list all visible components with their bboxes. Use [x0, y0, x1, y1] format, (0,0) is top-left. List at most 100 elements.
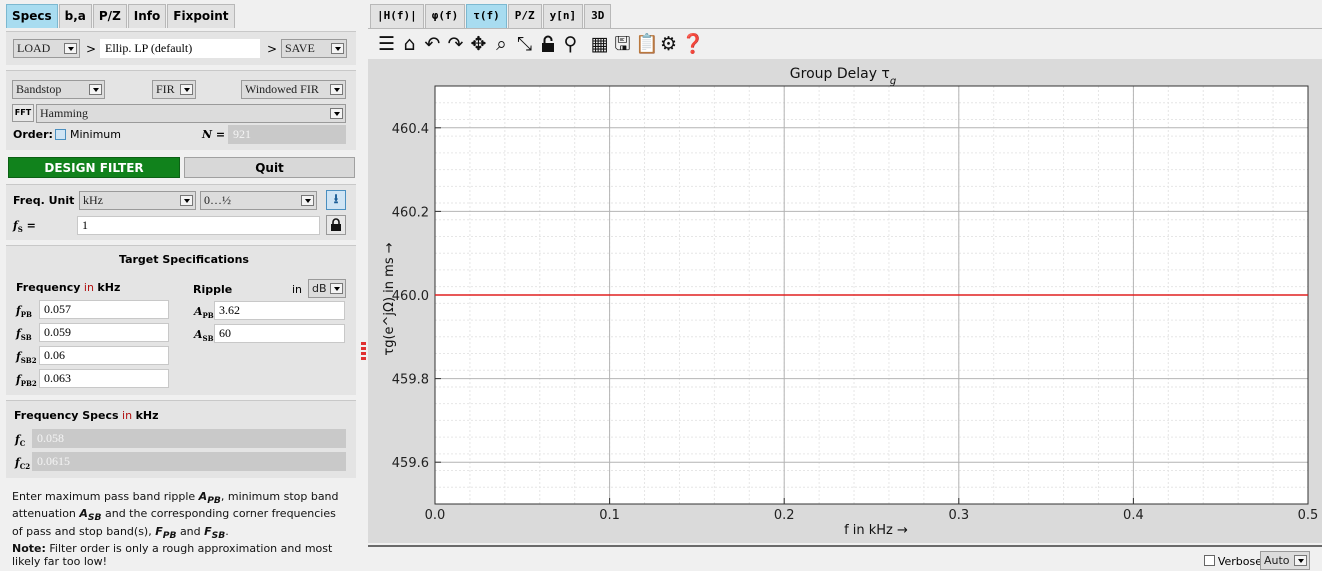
freq-range-combo[interactable]: 0…½ — [200, 191, 317, 210]
f-sb-input[interactable]: 0.059 — [39, 323, 169, 342]
settings-icon[interactable]: ⚙ — [659, 33, 678, 55]
tab-pole-zero[interactable]: P/Z — [507, 4, 542, 28]
a-sb-input[interactable]: 60 — [214, 324, 345, 343]
tab-3d[interactable]: 3D — [584, 4, 612, 28]
chevron-down-icon — [180, 195, 193, 206]
chevron-down-icon — [64, 43, 77, 54]
x-tick-label: 0.2 — [774, 508, 795, 523]
freq-specs-title: Frequency Specs — [14, 409, 119, 422]
save-icon[interactable]: 🖫 — [614, 33, 631, 55]
tab-info[interactable]: Info — [127, 4, 167, 28]
quit-button[interactable]: Quit — [184, 157, 355, 178]
help-text: Enter maximum pass band ripple APB, mini… — [12, 490, 348, 569]
design-filter-button[interactable]: DESIGN FILTER — [8, 157, 180, 178]
chevron-down-icon — [1294, 555, 1307, 566]
lock-icon[interactable] — [326, 215, 346, 235]
ripple-header: Ripple — [193, 283, 233, 296]
help-symbol: A — [198, 490, 208, 503]
f-pb-label: fPB — [16, 304, 32, 320]
fs-input[interactable]: 1 — [77, 216, 320, 235]
f-pb-sub: PB — [20, 310, 32, 320]
x-tick-label: 0.1 — [599, 508, 620, 523]
plot-panel: |H(f)| φ(f) τ(f) P/Z y[n] 3D ☰ ⌂ ↶ ↷ ✥ ⌕… — [368, 0, 1322, 571]
minimum-label: Minimum — [70, 128, 121, 141]
load-combo[interactable]: LOAD — [13, 39, 80, 58]
response-type-combo[interactable]: Bandstop — [12, 80, 105, 99]
help-text-part: and — [179, 524, 201, 538]
save-label: SAVE — [285, 41, 315, 55]
a-sb-label: ASB — [194, 328, 214, 344]
filter-class-combo[interactable]: FIR — [152, 80, 196, 99]
help-symbol-sub: SB — [211, 529, 226, 541]
minimum-order-checkbox[interactable] — [55, 129, 66, 140]
fs-equals: = — [26, 219, 36, 232]
help-symbol-sub: SB — [87, 512, 102, 524]
help-icon[interactable]: ❓ — [681, 33, 705, 55]
arrow-label: > — [267, 42, 278, 56]
fft-icon[interactable]: FFT — [12, 104, 34, 122]
window-combo[interactable]: Hamming — [36, 104, 346, 123]
tab-impulse-response[interactable]: y[n] — [542, 4, 584, 28]
undo-icon[interactable]: ↶ — [424, 33, 441, 55]
f-sb-label: fSB — [16, 327, 32, 343]
design-method-combo[interactable]: Windowed FIR — [241, 80, 346, 99]
status-bar: Verbose Auto — [368, 545, 1322, 571]
f-sb2-input[interactable]: 0.06 — [39, 346, 169, 365]
freq-specs-unit-prefix: in — [122, 409, 133, 422]
left-tab-bar: Specs b,a P/Z Info Fixpoint — [6, 4, 236, 28]
home-icon[interactable]: ⌂ — [403, 33, 416, 55]
autoscale-icon[interactable]: ⤡ — [516, 33, 533, 55]
help-text-part: and the corresponding corner frequencies… — [12, 507, 336, 538]
fs-label: fS = — [13, 219, 36, 237]
f-c2-field: 0.0615 — [32, 452, 346, 471]
freq-unit-value: kHz — [83, 193, 103, 207]
help-symbol: A — [79, 507, 88, 521]
verbose-checkbox[interactable] — [1203, 555, 1215, 566]
a-pb-input[interactable]: 3.62 — [214, 301, 345, 320]
chevron-down-icon — [331, 43, 344, 54]
freq-specs-unit: kHz — [135, 409, 159, 422]
chevron-down-icon — [89, 84, 102, 95]
a-pb-label: APB — [194, 305, 214, 321]
ripple-unit-value: dB — [312, 282, 327, 295]
help-symbol: F — [204, 524, 212, 538]
help-text-part: , minimum stop band attenuation — [12, 490, 339, 521]
tab-group-delay[interactable]: τ(f) — [466, 4, 507, 28]
zoom-icon[interactable]: ⌕ — [496, 33, 507, 55]
group-delay-plot[interactable]: Group Delay τg 0.0 0.1 0.2 0.3 0.4 0.5 459.6 45… — [368, 59, 1322, 543]
f-pb-input[interactable]: 0.057 — [39, 300, 169, 319]
splitter-handle[interactable] — [361, 342, 366, 362]
frequency-header-label: Frequency — [16, 281, 81, 294]
tab-specs[interactable]: Specs — [6, 4, 58, 28]
clipboard-icon[interactable]: 📋 — [635, 33, 659, 55]
tab-magnitude[interactable]: |H(f)| — [370, 4, 424, 28]
freq-unit-combo[interactable]: kHz — [79, 191, 196, 210]
ripple-unit-combo[interactable]: dB — [308, 279, 346, 298]
tab-fixpoint[interactable]: Fixpoint — [167, 4, 235, 28]
filter-name-field[interactable]: Ellip. LP (default) — [100, 39, 260, 58]
auto-combo[interactable]: Auto — [1260, 551, 1310, 570]
marker-icon[interactable]: ⚲ — [563, 33, 578, 55]
sort-icon[interactable]: ⭳ — [326, 190, 346, 210]
x-tick-label: 0.5 — [1298, 508, 1319, 523]
filter-class-label: FIR — [156, 82, 175, 96]
pan-icon[interactable]: ✥ — [470, 33, 487, 55]
y-axis-label: τg(e^jΩ) in ms → — [382, 242, 397, 355]
tab-phase[interactable]: φ(f) — [424, 4, 466, 28]
tab-ba[interactable]: b,a — [58, 4, 92, 28]
n-label: N = — [202, 128, 226, 141]
redo-icon[interactable]: ↷ — [447, 33, 464, 55]
chevron-down-icon — [330, 283, 343, 294]
order-n-field[interactable]: 921 — [228, 125, 346, 144]
specs-panel: Specs b,a P/Z Info Fixpoint LOAD > Ellip… — [0, 0, 358, 571]
menu-icon[interactable]: ☰ — [377, 33, 396, 55]
f-pb2-input[interactable]: 0.063 — [39, 369, 169, 388]
load-label: LOAD — [17, 41, 51, 55]
tab-pz[interactable]: P/Z — [92, 4, 127, 28]
lock-icon[interactable] — [537, 32, 558, 56]
y-tick-label: 460.4 — [392, 122, 429, 137]
f-sb2-label: fSB2 — [16, 350, 37, 366]
save-combo[interactable]: SAVE — [281, 39, 347, 58]
y-tick-label: 460.0 — [392, 289, 429, 304]
grid-icon[interactable]: ▦ — [590, 33, 609, 55]
